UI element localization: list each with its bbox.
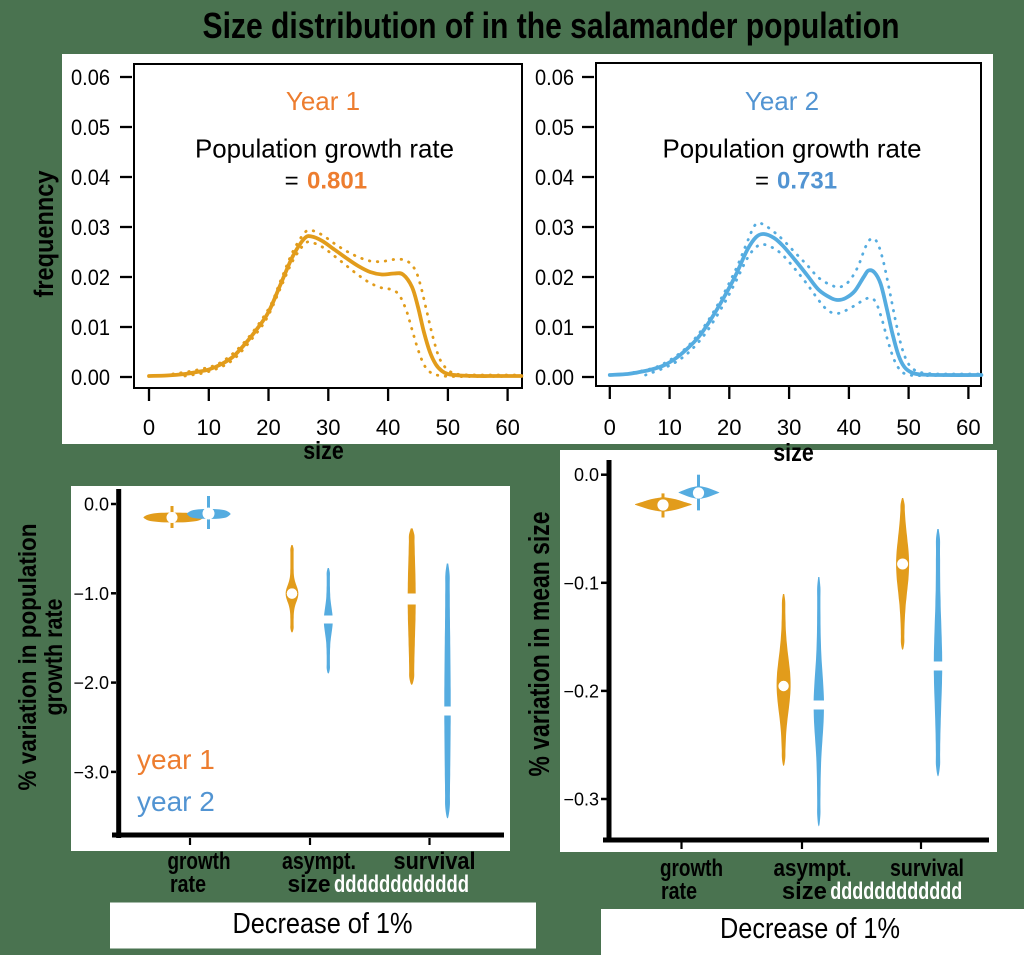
svg-text:size: size	[303, 437, 344, 465]
svg-text:size: size	[288, 871, 331, 898]
svg-text:growth: growth	[168, 848, 231, 875]
svg-text:20: 20	[717, 415, 741, 440]
svg-text:20: 20	[256, 415, 280, 440]
svg-text:asympt.: asympt.	[282, 848, 356, 875]
svg-text:0.05: 0.05	[535, 115, 574, 140]
svg-text:0.06: 0.06	[71, 65, 110, 90]
svg-text:0.04: 0.04	[71, 165, 110, 190]
svg-text:0.04: 0.04	[535, 165, 574, 190]
svg-text:0.0: 0.0	[574, 465, 599, 485]
svg-text:Year 2: Year 2	[745, 86, 819, 116]
svg-text:−0.3: −0.3	[563, 790, 599, 810]
svg-text:−0.1: −0.1	[563, 573, 599, 593]
svg-text:year 2: year 2	[137, 786, 215, 817]
svg-text:frequenncy: frequenncy	[29, 171, 59, 298]
svg-text:10: 10	[197, 415, 221, 440]
svg-text:rate: rate	[170, 871, 206, 898]
svg-text:40: 40	[837, 415, 861, 440]
svg-text:0.05: 0.05	[71, 115, 110, 140]
svg-text:0.801: 0.801	[307, 168, 367, 195]
svg-text:60: 60	[495, 415, 519, 440]
svg-text:survival: survival	[890, 855, 964, 882]
svg-text:0.00: 0.00	[71, 365, 110, 390]
svg-text:dddddddddddd: dddddddddddd	[830, 878, 962, 905]
svg-text:asympt.: asympt.	[774, 855, 852, 882]
svg-text:60: 60	[956, 415, 980, 440]
svg-text:30: 30	[316, 415, 340, 440]
svg-text:size: size	[782, 878, 827, 905]
svg-text:50: 50	[896, 415, 920, 440]
svg-text:0.731: 0.731	[777, 168, 837, 195]
svg-text:Decrease of 1%: Decrease of 1%	[720, 913, 900, 945]
svg-text:dddddddddddd: dddddddddddd	[334, 871, 469, 898]
svg-text:0.06: 0.06	[535, 65, 574, 90]
svg-text:−2.0: −2.0	[73, 673, 109, 693]
svg-text:Population growth rate: Population growth rate	[663, 134, 922, 164]
svg-text:Size distribution of in the sa: Size distribution of in the salamander p…	[203, 5, 900, 46]
svg-text:Population growth rate: Population growth rate	[195, 134, 454, 164]
svg-text:size: size	[773, 439, 814, 467]
svg-text:0: 0	[604, 415, 616, 440]
svg-text:0: 0	[143, 415, 155, 440]
svg-text:rate: rate	[661, 878, 697, 905]
svg-text:year 1: year 1	[137, 744, 215, 775]
svg-text:40: 40	[376, 415, 400, 440]
svg-text:survival: survival	[394, 848, 476, 875]
svg-text:0.01: 0.01	[535, 315, 574, 340]
svg-text:0.03: 0.03	[535, 215, 574, 240]
svg-text:growth: growth	[660, 855, 723, 882]
svg-text:0.01: 0.01	[71, 315, 110, 340]
svg-text:0.0: 0.0	[84, 495, 109, 515]
svg-text:0.02: 0.02	[71, 265, 110, 290]
svg-text:=: =	[285, 168, 299, 195]
svg-text:% variation in population: % variation in population	[14, 524, 42, 791]
svg-text:−1.0: −1.0	[73, 584, 109, 604]
svg-text:Decrease of 1%: Decrease of 1%	[233, 908, 413, 940]
svg-text:0.03: 0.03	[71, 215, 110, 240]
svg-text:0.02: 0.02	[535, 265, 574, 290]
svg-text:=: =	[755, 168, 769, 195]
svg-text:−3.0: −3.0	[73, 762, 109, 782]
svg-text:growth rate: growth rate	[40, 598, 68, 715]
svg-text:−0.2: −0.2	[563, 681, 599, 701]
svg-text:Year 1: Year 1	[286, 86, 360, 116]
svg-text:% variation in mean size: % variation in mean size	[524, 512, 556, 777]
svg-text:10: 10	[657, 415, 681, 440]
svg-text:50: 50	[436, 415, 460, 440]
svg-text:0.00: 0.00	[535, 365, 574, 390]
svg-text:30: 30	[777, 415, 801, 440]
